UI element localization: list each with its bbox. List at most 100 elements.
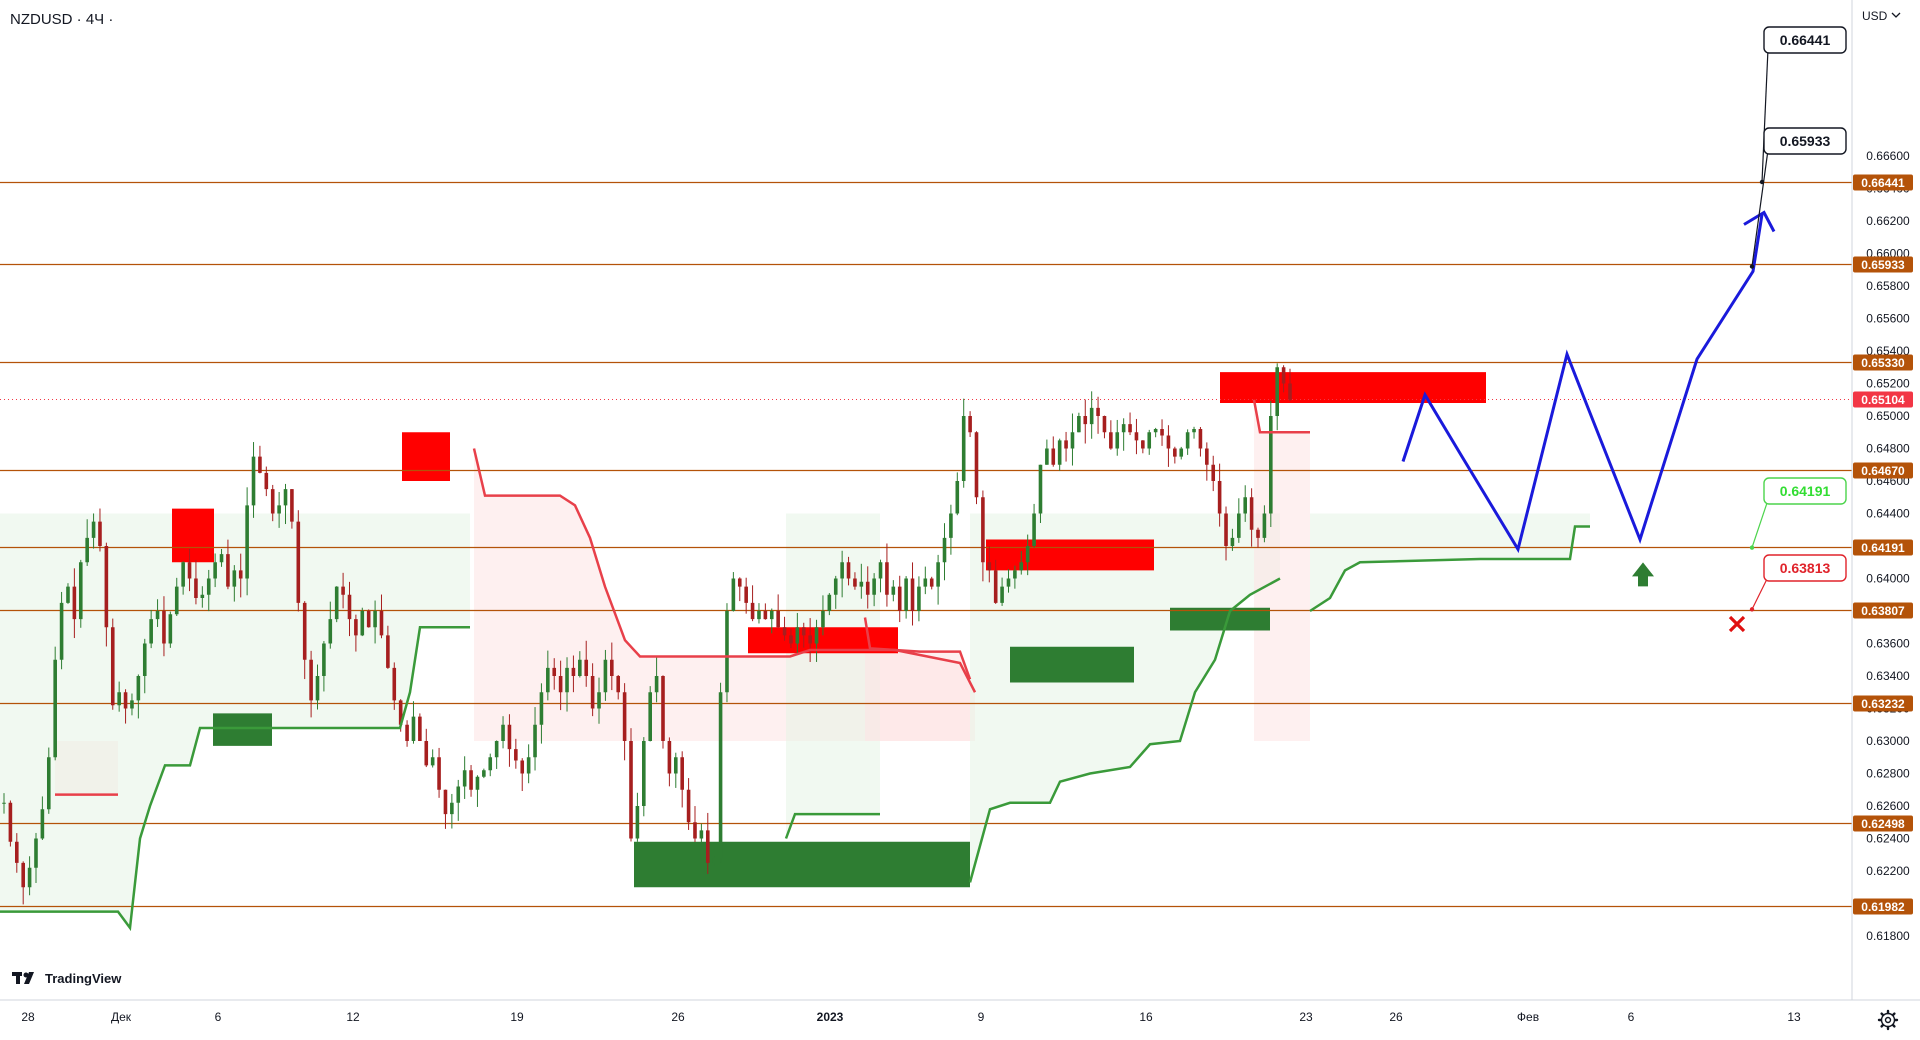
price-callout[interactable]: 0.66441: [1759, 26, 1847, 185]
candle-body: [520, 760, 525, 774]
candle: [110, 618, 115, 710]
candle-body: [808, 635, 812, 644]
demand-zone: [1170, 607, 1270, 631]
candle: [961, 398, 966, 488]
candle-body: [405, 724, 409, 741]
candle-body: [936, 562, 940, 587]
candle-body: [821, 611, 825, 628]
candle-body: [296, 521, 301, 603]
candle-body: [341, 586, 345, 595]
candle: [341, 572, 345, 609]
candle-body: [482, 770, 486, 777]
candle-body: [91, 521, 96, 538]
callout-text: 0.63813: [1780, 560, 1831, 576]
callout-box: [1763, 554, 1847, 582]
trail-stop-up: [784, 812, 880, 839]
candle-body: [322, 643, 326, 676]
candle-body: [917, 586, 921, 611]
candle: [610, 642, 614, 691]
tradingview-logo[interactable]: TradingView: [12, 971, 122, 986]
forecast-layer: [1401, 210, 1776, 633]
candle-body: [667, 741, 672, 774]
level-price-tag: [1853, 256, 1913, 273]
callout-anchor: [1749, 545, 1755, 550]
candle: [1038, 464, 1043, 523]
level-price-labels: 0.66441 0.65933 0.65330 0.64670 0.64191 0.638…: [1853, 174, 1913, 915]
current-price-tag: [1853, 391, 1913, 408]
candle-body: [8, 802, 13, 842]
candle: [526, 744, 531, 784]
candle: [1025, 534, 1030, 576]
candle: [34, 832, 38, 883]
level-price-tag: [1853, 695, 1913, 712]
candle-body: [1134, 432, 1139, 441]
candle: [462, 756, 467, 799]
price-tick-label: 0.64800: [1866, 442, 1910, 456]
candle-body: [789, 635, 793, 644]
stop-loss-cross-icon: [1728, 615, 1746, 633]
candle-body: [430, 757, 435, 766]
candle-body: [673, 757, 678, 774]
candle: [1243, 485, 1248, 522]
candle-body: [66, 586, 70, 603]
time-axis[interactable]: 28 Дек 6 12 19 26 2023 9 16 23 26 Фев 6 13: [21, 1010, 1801, 1024]
time-tick-label: Дек: [111, 1010, 132, 1024]
candle: [1128, 412, 1132, 436]
candle: [443, 789, 448, 829]
candle: [1096, 396, 1100, 434]
currency-label[interactable]: USD: [1862, 9, 1888, 23]
candle-body: [264, 472, 269, 490]
candle-body: [558, 676, 563, 693]
candle-body: [750, 602, 755, 620]
candle-body: [462, 770, 467, 787]
candle: [846, 556, 851, 586]
price-callout[interactable]: 0.63813: [1749, 554, 1847, 612]
candle-body: [1006, 578, 1011, 587]
candle: [117, 681, 121, 712]
price-callout[interactable]: 0.64191: [1749, 477, 1847, 550]
candle-body: [846, 562, 851, 579]
price-tick-label: 0.62800: [1866, 767, 1910, 781]
gear-icon[interactable]: [1877, 1009, 1899, 1031]
candle: [27, 856, 32, 896]
candle: [411, 701, 416, 744]
candle: [1205, 442, 1209, 481]
candle: [917, 576, 921, 622]
candle: [251, 442, 256, 518]
candle-body: [1262, 513, 1267, 538]
level-price-text: 0.63232: [1861, 697, 1905, 711]
candle: [322, 641, 326, 692]
candle-body: [1288, 383, 1292, 400]
candle-body: [168, 614, 173, 644]
price-callout[interactable]: 0.65933: [1749, 127, 1847, 269]
candle: [1256, 527, 1260, 548]
chevron-down-icon[interactable]: [1891, 12, 1901, 18]
candle: [194, 559, 198, 605]
candle: [482, 768, 486, 779]
price-tick-label: 0.65200: [1866, 377, 1910, 391]
candle-body: [546, 667, 550, 693]
candle: [514, 738, 518, 769]
candle-body: [590, 676, 595, 709]
candle: [1185, 429, 1190, 455]
candle-body: [130, 700, 134, 709]
candle-body: [174, 586, 179, 615]
candle: [635, 792, 640, 842]
candle: [1064, 431, 1068, 462]
callout-text: 0.64191: [1780, 483, 1831, 499]
symbol-title[interactable]: NZDUSD · 4Ч ·: [10, 11, 113, 28]
candle: [1013, 565, 1017, 589]
candle: [245, 487, 249, 596]
candle-body: [565, 667, 569, 693]
price-axis-bg[interactable]: [1852, 0, 1920, 1040]
candle-body: [1281, 367, 1286, 384]
candle-body: [923, 578, 928, 587]
candle: [885, 543, 889, 607]
candle: [98, 508, 102, 552]
candle-body: [891, 586, 896, 595]
callout-leader: [1761, 48, 1769, 183]
supply-zone: [986, 539, 1154, 571]
candle-body: [552, 667, 557, 676]
